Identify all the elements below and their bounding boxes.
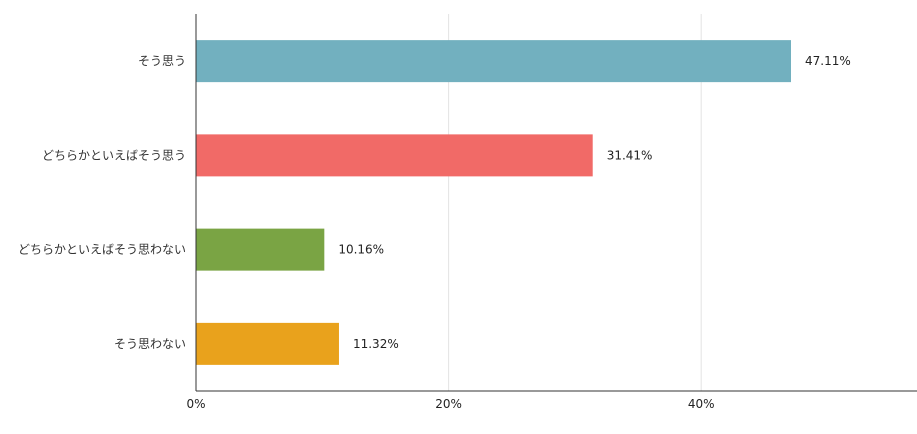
category-label: そう思う — [138, 54, 186, 68]
x-tick-label: 40% — [688, 397, 715, 411]
x-tick-label: 0% — [186, 397, 205, 411]
bar — [196, 322, 339, 365]
value-label: 10.16% — [338, 243, 384, 257]
value-labels: 47.11% 31.41% 10.16% 11.32% — [338, 54, 850, 351]
x-tick-labels: 0% 20% 40% — [186, 397, 714, 411]
value-label: 31.41% — [607, 148, 653, 162]
category-label: どちらかといえばそう思わない — [18, 243, 186, 257]
bar — [196, 228, 325, 271]
value-label: 47.11% — [805, 54, 851, 68]
category-label: そう思わない — [114, 337, 186, 351]
bar — [196, 40, 791, 83]
bar — [196, 134, 593, 177]
x-tick-label: 20% — [435, 397, 462, 411]
axes — [195, 14, 917, 392]
value-label: 11.32% — [353, 337, 399, 351]
category-label: どちらかといえばそう思う — [42, 148, 186, 162]
bars — [196, 40, 791, 365]
